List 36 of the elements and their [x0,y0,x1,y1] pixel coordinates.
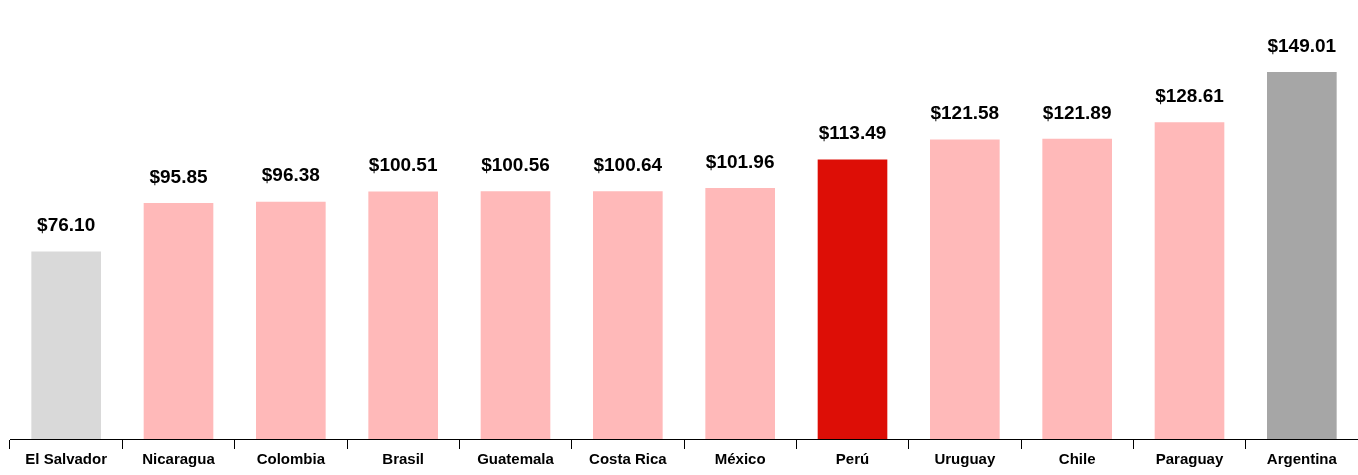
bar [930,139,1000,439]
data-label: $113.49 [818,122,887,144]
bar [31,251,101,439]
bar [368,191,438,439]
bar [480,191,551,439]
x-tick-label: Paraguay [1155,450,1224,468]
bar [1267,72,1337,439]
x-tick-label: México [714,450,766,468]
data-label: $76.10 [37,214,96,236]
x-tick-label: Perú [835,450,870,468]
x-tick-label: Uruguay [934,450,996,468]
x-tick-label: Argentina [1266,450,1338,468]
x-tick-label: Brasil [382,450,425,468]
data-label: $149.01 [1267,34,1337,56]
x-tick-label: Nicaragua [142,450,216,468]
data-label: $100.64 [593,153,663,175]
data-label: $100.51 [368,154,438,176]
data-label: $100.56 [481,154,550,176]
x-tick-label: El Salvador [25,450,108,468]
bar [1154,122,1225,439]
x-tick-label: Chile [1058,450,1096,468]
bar [1042,138,1112,439]
data-label: $121.58 [930,102,1000,124]
bar [593,191,663,439]
bar [817,159,888,439]
data-label: $121.89 [1042,101,1112,123]
data-label: $96.38 [261,164,320,186]
bar [256,201,326,439]
x-tick-label: Colombia [256,450,326,468]
data-label: $95.85 [149,165,208,187]
x-tick-label: Guatemala [477,450,555,468]
bar [143,202,214,439]
data-label: $128.61 [1155,85,1225,107]
data-label: $101.96 [705,150,775,172]
bar [705,187,775,439]
x-tick-label: Costa Rica [589,450,668,468]
